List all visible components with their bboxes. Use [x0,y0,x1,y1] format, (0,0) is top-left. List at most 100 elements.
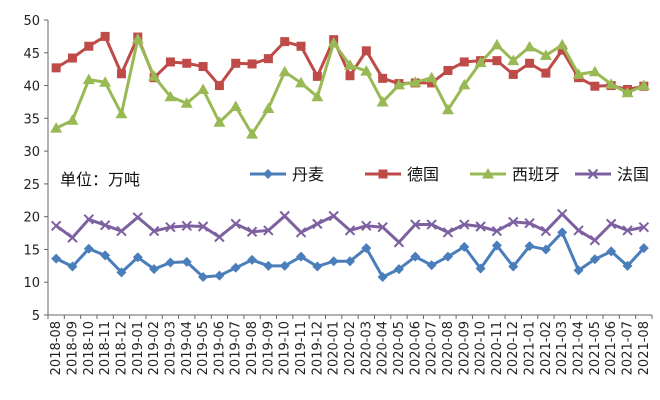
data-point [573,265,584,276]
data-point [311,90,324,102]
data-point [99,76,112,87]
data-point [622,225,633,236]
data-point [312,261,323,272]
data-point [198,271,209,282]
data-point [426,260,437,271]
data-point [100,250,111,261]
x-tick-label: 2019-05 [196,321,211,375]
data-point [164,90,177,102]
data-point [410,251,421,262]
data-point [50,122,63,133]
data-point [83,214,95,225]
data-point [328,256,339,267]
x-tick-label: 2021-05 [588,321,603,375]
x-tick-label: 2021-03 [555,321,570,375]
x-tick-label: 2021-08 [637,321,652,375]
data-point [524,218,535,229]
x-tick-label: 2020-09 [457,321,472,375]
data-point [508,69,518,79]
x-tick-label: 2018-10 [82,321,97,375]
data-point [296,41,306,51]
data-point [82,73,95,85]
data-point [459,241,470,252]
data-point [459,219,470,230]
x-tick-label: 2021-07 [621,321,636,375]
data-point [638,221,650,233]
data-point [345,71,355,81]
data-point [148,70,161,81]
data-point [443,65,453,75]
data-point [507,54,520,66]
legend-item: 丹麦 [250,165,324,184]
data-point [621,86,634,98]
data-point [278,65,291,77]
data-point [508,261,519,272]
x-tick-label: 2019-08 [245,321,260,375]
legend-item: 法国 [575,165,649,184]
data-point [263,225,274,236]
data-point [67,53,77,63]
x-axis-ticks: 2018-08 2018-09 2018-10 2018-11 2018-12 2019-… [47,315,653,375]
x-tick-label: 2019-06 [212,321,227,375]
data-point [637,79,650,91]
data-point [393,237,405,248]
data-point [605,78,618,89]
x-tick-label: 2019-07 [229,321,244,375]
y-tick-label: 15 [23,243,40,258]
data-point [475,263,486,274]
data-point [181,220,192,232]
data-point [392,78,405,90]
data-point [525,58,535,68]
data-point [165,57,175,67]
data-point [441,103,454,115]
data-point [523,40,536,52]
data-point [442,227,454,238]
data-point [214,81,224,91]
data-point [556,38,569,50]
data-point [229,100,242,112]
data-point [638,243,649,254]
data-point [115,107,128,119]
x-tick-label: 2021-04 [572,321,587,375]
y-tick-label: 30 [23,145,40,160]
data-point [116,69,126,79]
y-tick-label: 35 [23,112,40,127]
data-point [328,210,339,222]
data-point [213,116,226,127]
legend-item: 德国 [365,165,439,184]
data-point [490,38,503,50]
data-point [572,68,585,79]
data-point [541,68,551,78]
x-tick-label: 2019-10 [278,321,293,375]
data-point [409,76,422,87]
data-point [344,59,356,70]
data-point [165,221,176,233]
x-tick-label: 2021-01 [523,321,538,375]
data-point [589,235,601,246]
data-point [327,36,340,48]
data-point [377,221,388,233]
y-tick-label: 10 [23,276,40,291]
data-point [491,240,502,251]
data-point [377,271,388,282]
x-tick-label: 2020-03 [359,321,374,375]
data-point [67,232,78,243]
data-point [148,225,160,237]
y-tick-label: 25 [23,178,40,193]
series-layer [50,31,650,282]
data-point [361,220,372,232]
legend-label: 西班牙 [512,165,560,184]
data-point [590,81,600,91]
legend-marker [263,169,273,179]
y-tick-label: 50 [23,14,40,29]
data-point [279,260,290,271]
data-point [295,76,308,88]
data-point [51,63,61,73]
data-point [263,260,274,271]
data-point [279,210,290,222]
data-point [131,33,144,44]
unit-label: 单位：万吨 [60,170,140,189]
data-point [540,244,551,255]
x-tick-label: 2019-11 [294,321,309,375]
data-point [67,261,78,272]
